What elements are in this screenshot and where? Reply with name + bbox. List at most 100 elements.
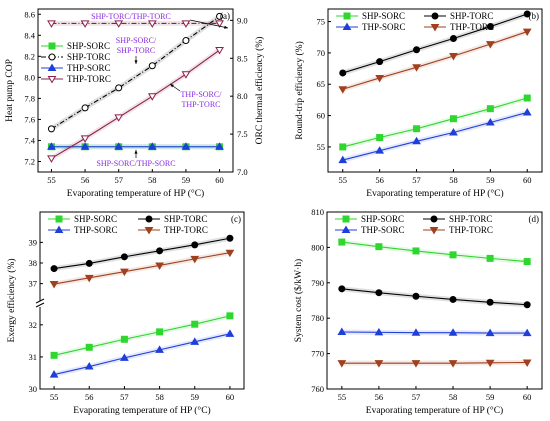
y2-tick-label: 7.0: [237, 167, 248, 177]
x-tick-label: 58: [449, 392, 458, 402]
legend-entry: THP-TORC: [164, 225, 208, 235]
data-point: [338, 238, 346, 246]
data-point: [120, 353, 129, 361]
y-tick-label: 7.6: [24, 114, 35, 124]
x-tick-label: 59: [486, 392, 495, 402]
y-tick-label: 60: [317, 111, 326, 121]
annotation-arrowhead: [170, 84, 174, 88]
data-point: [49, 370, 59, 378]
annotation-arrow: [189, 19, 229, 29]
y-tick-label: 8.4: [24, 30, 35, 40]
data-point: [413, 125, 421, 133]
y-tick-label: 65: [317, 79, 326, 89]
legend-entry: SHP-SORC: [74, 214, 117, 224]
data-point: [412, 292, 420, 300]
x-tick-label: 60: [523, 392, 532, 402]
data-point: [337, 327, 347, 336]
panel-label: (b): [529, 11, 540, 21]
data-point: [120, 253, 128, 261]
y-tick-label: 800: [311, 242, 324, 252]
x-tick-label: 56: [375, 392, 384, 402]
series-line: [53, 252, 231, 285]
data-point: [449, 295, 457, 303]
x-tick-label: 60: [226, 392, 235, 402]
data-point: [181, 71, 191, 79]
data-point: [486, 105, 494, 113]
data-point: [120, 335, 128, 343]
data-point: [80, 20, 90, 28]
data-point: [81, 104, 89, 112]
panel-label: (a): [220, 11, 230, 21]
y-tick-label: 790: [311, 278, 324, 288]
y-tick-label: 30: [29, 384, 38, 394]
data-point: [339, 143, 347, 151]
y-axis-label: Exergy efficiency (%): [6, 258, 17, 342]
x-tick-label: 58: [155, 392, 164, 402]
panel-c: 55 56 57 58 59 60 Evaporating temperature of H…: [6, 211, 245, 416]
data-point: [376, 58, 384, 66]
x-tick-label: 56: [375, 175, 384, 185]
data-point: [375, 243, 383, 251]
x-tick-label: 57: [114, 175, 123, 185]
data-point: [181, 142, 191, 150]
data-point: [85, 259, 93, 267]
annotation-arrowhead: [224, 25, 228, 29]
y2-tick-label: 9.0: [237, 15, 248, 25]
series-line: [342, 97, 528, 148]
y-axis-label: System cost ($/kW·h): [293, 259, 304, 342]
data-point: [114, 114, 124, 122]
x-axis-label: Evaporating temperature of HP (°C): [366, 188, 503, 199]
legend-marker: [145, 215, 153, 223]
y-tick-label: 37: [29, 279, 38, 289]
legend-marker: [341, 225, 351, 233]
x-tick-label: 59: [182, 175, 191, 185]
data-point: [375, 74, 385, 83]
legend-entry: THP-SORC: [361, 225, 405, 235]
data-point: [225, 249, 235, 258]
data-point: [49, 281, 59, 289]
y-tick-label: 32: [29, 320, 38, 330]
data-point: [375, 146, 385, 154]
data-point: [448, 328, 458, 336]
data-point: [338, 86, 348, 94]
data-point: [376, 134, 384, 142]
data-point: [50, 265, 58, 273]
x-tick-label: 57: [120, 392, 129, 402]
data-point: [84, 362, 94, 370]
data-point: [412, 136, 421, 145]
data-point: [337, 360, 347, 368]
y-tick-label: 7.4: [24, 135, 35, 145]
axis-break-mark: [35, 298, 45, 304]
plot-frame: [326, 211, 543, 390]
axis-break-gap: [36, 301, 44, 307]
data-point: [120, 268, 129, 277]
y-tick-label: 770: [311, 349, 324, 359]
x-tick-label: 58: [148, 175, 157, 185]
legend-entry: SHP-SORC: [361, 214, 404, 224]
data-point: [522, 328, 532, 337]
data-point: [486, 298, 494, 306]
data-point: [449, 34, 457, 42]
y-tick-label: 810: [311, 207, 324, 217]
annotation-text: SHP-SORC/: [116, 36, 157, 45]
y-axis-label: Heat pump COP: [5, 59, 15, 122]
x-tick-label: 57: [412, 175, 421, 185]
data-point: [449, 128, 458, 136]
legend-marker: [47, 76, 57, 84]
data-point: [80, 142, 90, 150]
x-tick-label: 56: [85, 392, 94, 402]
data-point: [375, 289, 383, 297]
panel-label: (d): [529, 214, 540, 224]
data-point: [226, 234, 234, 242]
data-point: [522, 28, 532, 37]
data-point: [50, 351, 58, 359]
data-point: [523, 10, 531, 18]
series-line: [53, 315, 231, 356]
y-tick-label: 75: [317, 17, 326, 27]
data-point: [485, 41, 495, 49]
series-line: [342, 31, 528, 90]
x-axis-label: Evaporating temperature of HP (°C): [73, 405, 210, 416]
y2-axis-label: ORC thermal efficiency (%): [254, 37, 265, 145]
data-point: [191, 320, 199, 328]
data-point: [47, 125, 55, 133]
